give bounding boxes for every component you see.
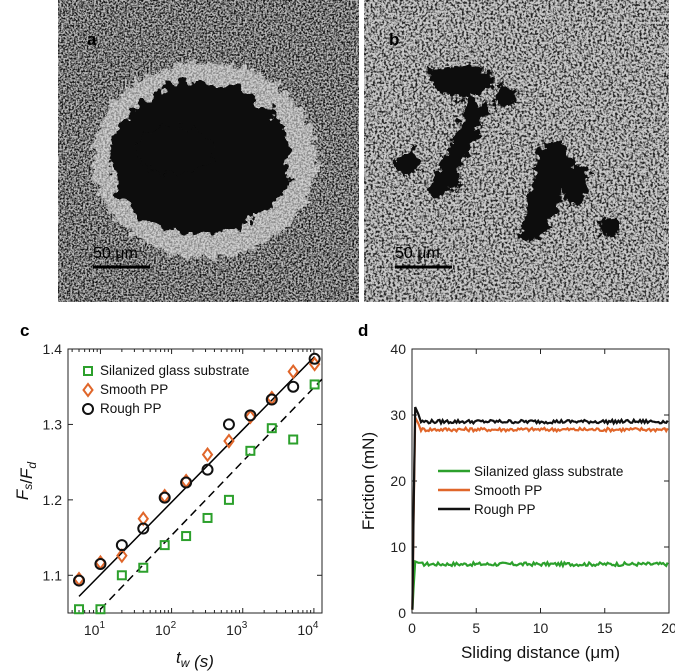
chart-c-point-diamond xyxy=(223,433,235,449)
chart-c-xtick-label: 104 xyxy=(297,620,319,638)
chart-d-ytick-label: 0 xyxy=(398,605,406,621)
chart-c-xtick-label: 102 xyxy=(155,620,177,638)
chart-d-ytick-label: 30 xyxy=(390,407,406,423)
chart-c-point-circle xyxy=(82,403,94,415)
chart-c-legend-label: Rough PP xyxy=(100,401,162,416)
panel-a-micrograph xyxy=(58,0,359,302)
chart-d-legend-label: Silanized glass substrate xyxy=(474,464,623,479)
chart-c-point-diamond xyxy=(82,382,94,398)
chart-c-point-circle xyxy=(158,491,171,504)
chart-c-point-diamond xyxy=(116,548,128,564)
panel-b-micrograph xyxy=(364,0,669,302)
chart-d-xtick-label: 10 xyxy=(533,620,549,636)
chart-d-ytick-label: 10 xyxy=(390,539,406,555)
chart-c-ytick-label: 1.3 xyxy=(43,416,63,432)
chart-c-point-square xyxy=(95,604,106,615)
chart-c-xtick-label: 103 xyxy=(226,620,248,638)
chart-c-point-square xyxy=(266,423,277,434)
chart-c-fit-line xyxy=(99,378,323,610)
chart-c-point-square xyxy=(116,570,127,581)
chart-d-series-line xyxy=(411,413,669,610)
panel-b-scale-label: 50 μm xyxy=(395,245,440,262)
chart-c-point-circle xyxy=(73,574,86,587)
chart-c-point-circle xyxy=(244,409,257,422)
panel-b-letter: b xyxy=(389,30,399,49)
chart-d-frame xyxy=(411,348,670,614)
chart-d-series-line xyxy=(411,559,669,610)
chart-c-point-circle xyxy=(180,476,193,489)
chart-c-ylabel: Fs/Fd xyxy=(13,462,39,501)
chart-c-ytick-label: 1.1 xyxy=(43,567,63,583)
chart-d-ytick-label: 20 xyxy=(390,473,406,489)
chart-c-point-square xyxy=(223,494,234,505)
chart-d-ylabel: Friction (mN) xyxy=(359,432,378,530)
panel-d-letter: d xyxy=(358,321,368,340)
chart-c-ytick-label: 1.4 xyxy=(43,341,63,357)
chart-d-xtick-label: 20 xyxy=(661,620,675,636)
chart-c: 101 102 103 104 1.1 1.2 1.3 1.4 tw (s) Fs/Fd Silan… xyxy=(13,341,323,671)
chart-c-point-circle xyxy=(201,463,214,476)
chart-c-point-square xyxy=(245,445,256,456)
chart-c-point-circle xyxy=(308,352,321,365)
chart-d-legend-label: Rough PP xyxy=(474,502,536,517)
chart-d-legend-label: Smooth PP xyxy=(474,483,542,498)
chart-c-point-square xyxy=(159,540,170,551)
chart-c-xtick-label: 101 xyxy=(84,620,106,638)
panel-c-letter: c xyxy=(20,321,29,340)
panel-a-letter: a xyxy=(87,30,97,49)
chart-c-point-diamond xyxy=(244,409,257,425)
chart-c-point-square xyxy=(288,434,299,445)
chart-d-series-line xyxy=(411,406,669,610)
chart-c-point-diamond xyxy=(137,511,150,527)
chart-c-xlabel: tw (s) xyxy=(176,648,214,671)
chart-c-legend-label: Smooth PP xyxy=(100,382,168,397)
chart-c-point-circle xyxy=(115,539,128,552)
chart-c-point-circle xyxy=(222,418,235,431)
chart-c-point-diamond xyxy=(201,446,214,463)
panel-a-scale-label: 50 μm xyxy=(93,245,138,262)
chart-d-xtick-label: 5 xyxy=(472,620,480,636)
chart-c-point-square xyxy=(309,379,320,390)
chart-c-point-circle xyxy=(265,393,278,406)
chart-c-point-circle xyxy=(137,522,150,535)
chart-d: 0 5 10 15 20 0 10 20 30 40 Sliding distance (μm) Fr… xyxy=(359,341,675,662)
chart-c-point-square xyxy=(202,512,213,523)
chart-c-point-circle xyxy=(287,380,300,393)
chart-d-xtick-label: 0 xyxy=(408,620,416,636)
chart-c-frame xyxy=(67,348,323,614)
chart-c-point-square xyxy=(181,531,192,542)
chart-c-point-square xyxy=(83,366,93,376)
chart-c-ytick-label: 1.2 xyxy=(43,492,63,508)
chart-d-xlabel: Sliding distance (μm) xyxy=(461,643,620,662)
chart-d-ytick-label: 40 xyxy=(390,341,406,357)
chart-c-point-circle xyxy=(94,557,107,570)
chart-c-legend-label: Silanized glass substrate xyxy=(100,363,249,378)
chart-d-xtick-label: 15 xyxy=(597,620,613,636)
chart-c-point-diamond xyxy=(287,363,299,380)
chart-c-point-square xyxy=(74,604,85,615)
chart-c-point-square xyxy=(138,562,149,573)
